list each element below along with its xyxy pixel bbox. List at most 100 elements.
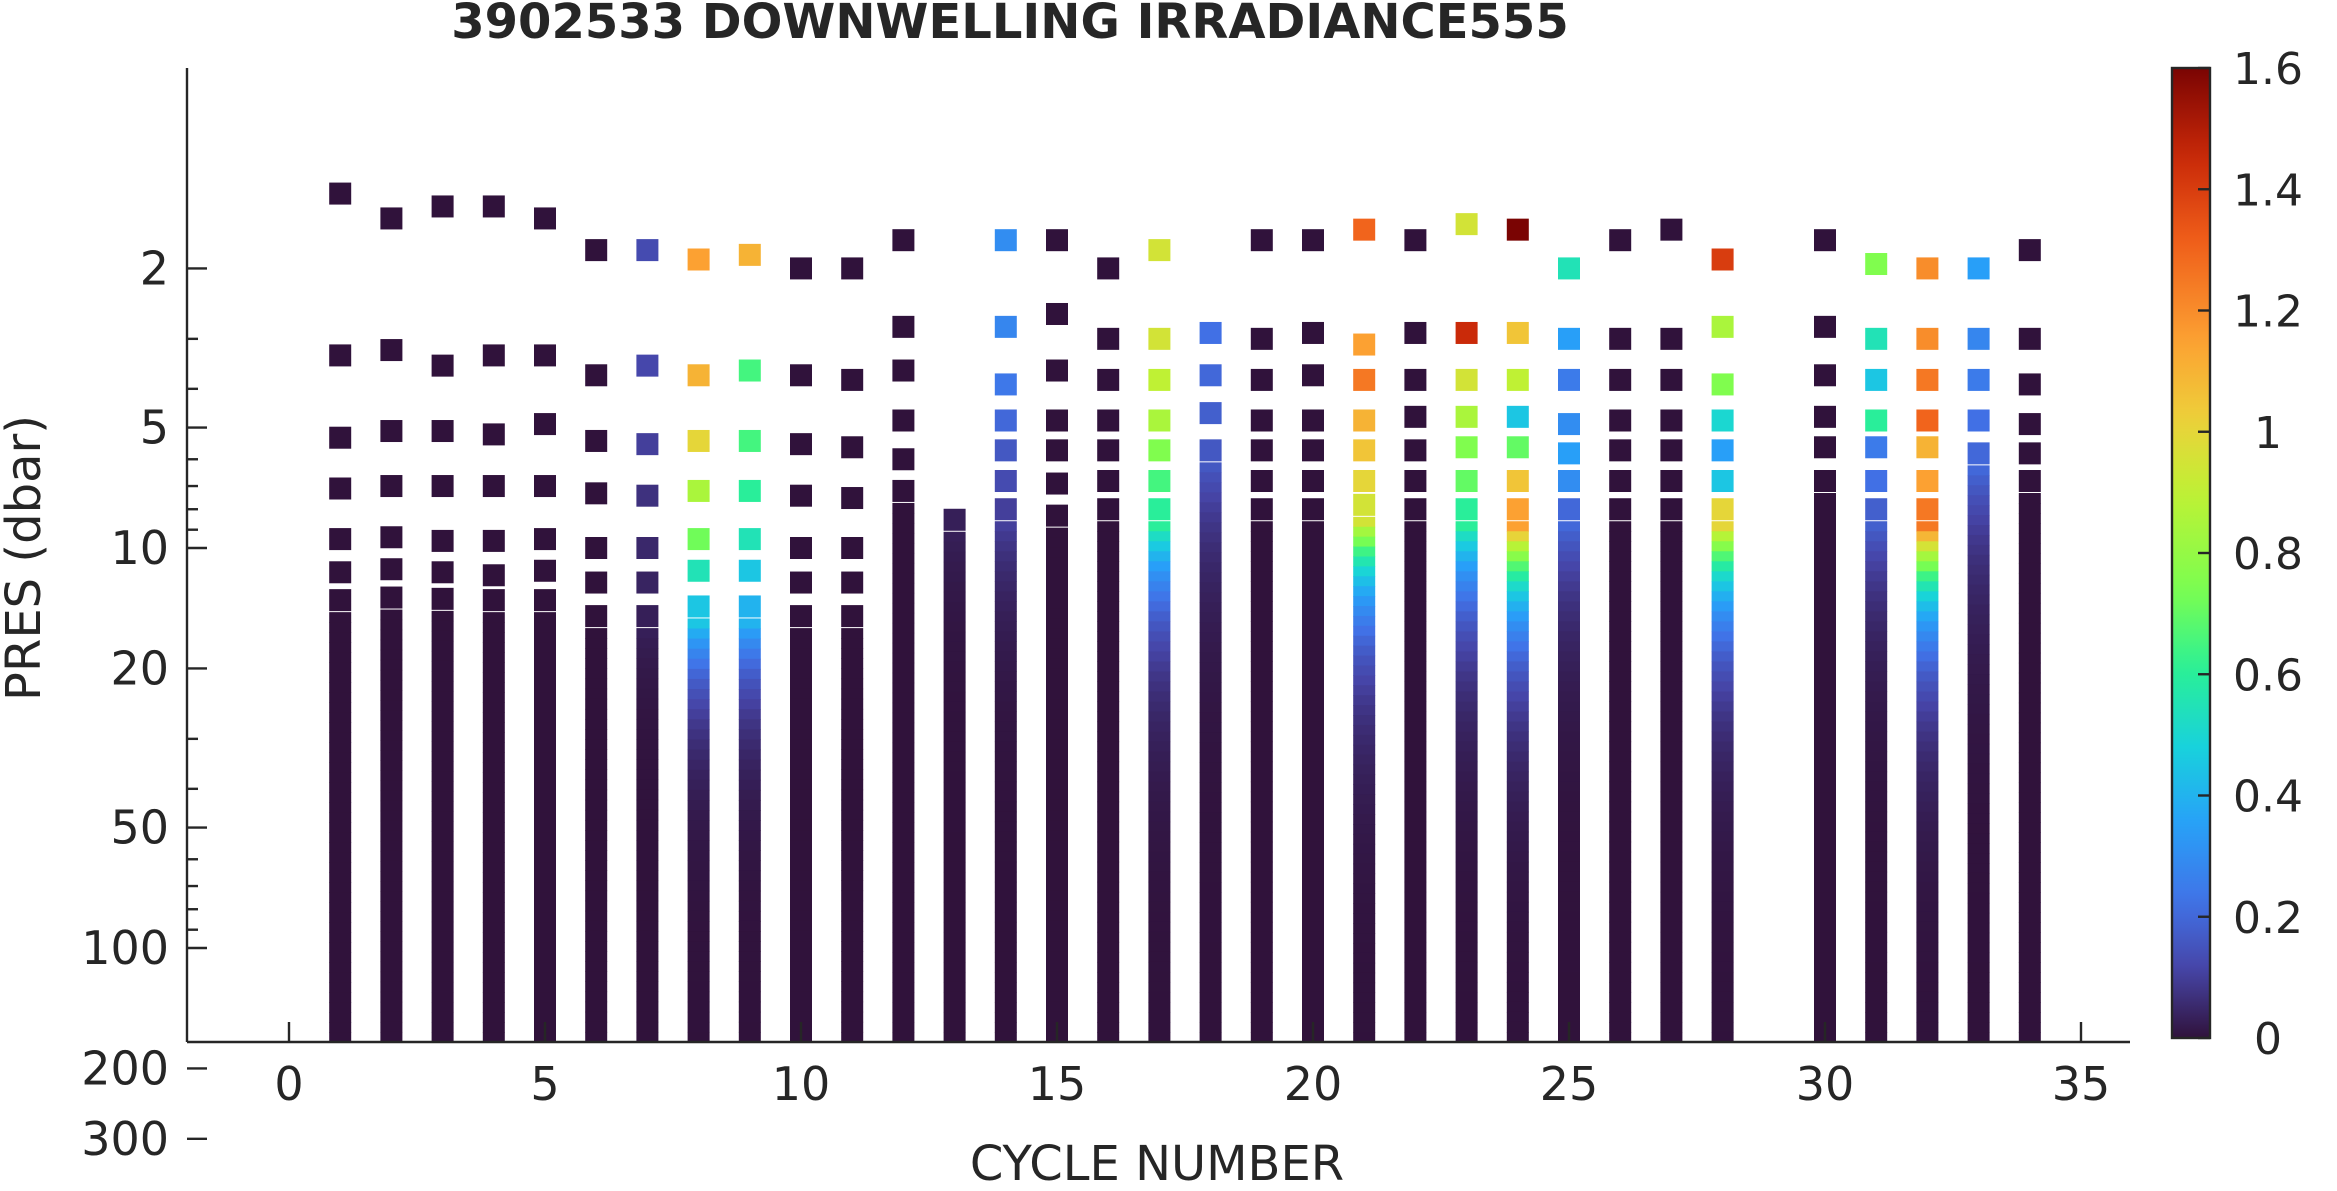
data-point <box>431 529 454 552</box>
profile-segment <box>1302 811 1324 823</box>
profile-segment <box>1250 961 1273 973</box>
profile-segment <box>431 1001 454 1013</box>
profile-segment <box>636 678 659 690</box>
profile-segment <box>1609 911 1632 923</box>
profile-segment <box>738 759 761 771</box>
y-tick-label: 2 <box>140 241 169 295</box>
profile-segment <box>1148 971 1171 983</box>
profile-segment <box>687 799 710 811</box>
profile-segment <box>585 739 608 750</box>
data-point <box>1711 439 1734 462</box>
profile-segment <box>943 871 966 883</box>
profile-segment <box>1097 731 1120 743</box>
profile-segment <box>1506 831 1529 843</box>
profile-segment <box>431 891 454 903</box>
profile-segment <box>1302 981 1324 993</box>
profile-segment <box>1711 901 1734 913</box>
colorbar-tick-label: 0.8 <box>2233 529 2303 580</box>
profile-segment <box>943 721 966 733</box>
profile-segment <box>738 668 761 680</box>
profile-segment <box>585 678 608 690</box>
data-point <box>431 475 454 498</box>
colorbar-tick-label: 1 <box>2254 408 2282 459</box>
profile-segment <box>943 931 966 943</box>
profile-segment <box>380 1011 403 1023</box>
profile-segment <box>1046 658 1068 670</box>
profile-segment <box>1148 591 1171 602</box>
profile-segment <box>892 832 915 843</box>
profile-segment <box>431 650 454 662</box>
profile-segment <box>687 860 710 872</box>
profile-segment <box>1916 921 1939 933</box>
profile-segment <box>1455 731 1478 743</box>
profile-segment <box>329 1012 352 1023</box>
profile-segment <box>1353 685 1376 696</box>
profile-segment <box>1814 862 1836 873</box>
profile-segment <box>1558 921 1580 933</box>
x-tick-label: 35 <box>2052 1057 2111 1111</box>
data-point <box>1660 470 1683 493</box>
profile-segment <box>1199 872 1222 883</box>
profile-segment <box>482 962 505 973</box>
data-point <box>636 433 659 456</box>
profile-segment <box>1609 921 1632 933</box>
profile-segment <box>380 1031 403 1043</box>
profile-segment <box>790 749 812 760</box>
profile-segment <box>1404 571 1427 582</box>
profile-cycle-24 <box>1506 218 1529 1043</box>
data-point <box>534 528 556 551</box>
profile-segment <box>1353 586 1376 597</box>
profile-segment <box>943 541 966 553</box>
profile-segment <box>1558 691 1580 703</box>
profile-segment <box>738 689 761 700</box>
profile-segment <box>1711 861 1734 873</box>
profile-segment <box>1302 911 1324 923</box>
profile-segment <box>431 931 454 943</box>
profile-segment <box>1558 881 1580 893</box>
profile-segment <box>943 621 966 633</box>
profile-segment <box>790 971 812 983</box>
profile-segment <box>1046 668 1068 680</box>
profile-segment <box>1506 841 1529 853</box>
profile-segment <box>482 782 505 793</box>
data-point <box>841 368 864 391</box>
profile-segment <box>1814 522 1836 534</box>
profile-segment <box>1609 531 1632 542</box>
profile-segment <box>1558 701 1580 713</box>
profile-segment <box>1558 651 1580 663</box>
profile-segment <box>1046 860 1068 872</box>
data-point <box>329 561 352 584</box>
profile-segment <box>1250 831 1273 843</box>
data-point <box>534 413 556 436</box>
profile-segment <box>790 729 812 740</box>
profile-segment <box>1814 822 1836 833</box>
profile-segment <box>534 612 556 623</box>
profile-segment <box>636 1021 659 1033</box>
profile-segment <box>841 951 864 962</box>
profile-segment <box>431 951 454 963</box>
profile-segment <box>994 841 1017 853</box>
data-point <box>1455 321 1478 344</box>
profile-segment <box>687 890 710 902</box>
profile-segment <box>1455 741 1478 753</box>
profile-segment <box>1250 561 1273 572</box>
profile-segment <box>1148 641 1171 653</box>
profile-segment <box>1250 851 1273 863</box>
profile-segment <box>1916 861 1939 873</box>
profile-segment <box>738 749 761 761</box>
data-point <box>636 571 659 594</box>
profile-segment <box>687 729 710 741</box>
profile-segment <box>1199 502 1222 513</box>
profile-segment <box>1558 931 1580 943</box>
profile-segment <box>1046 1011 1068 1023</box>
data-point <box>841 605 864 628</box>
profile-segment <box>1865 971 1888 983</box>
data-point <box>1455 470 1478 493</box>
profile-segment <box>1046 699 1068 710</box>
profile-segment <box>1660 971 1683 983</box>
profile-segment <box>1558 801 1580 813</box>
profile-segment <box>482 912 505 923</box>
profile-segment <box>1455 991 1478 1003</box>
profile-segment <box>1097 971 1120 983</box>
profile-segment <box>482 1012 505 1023</box>
